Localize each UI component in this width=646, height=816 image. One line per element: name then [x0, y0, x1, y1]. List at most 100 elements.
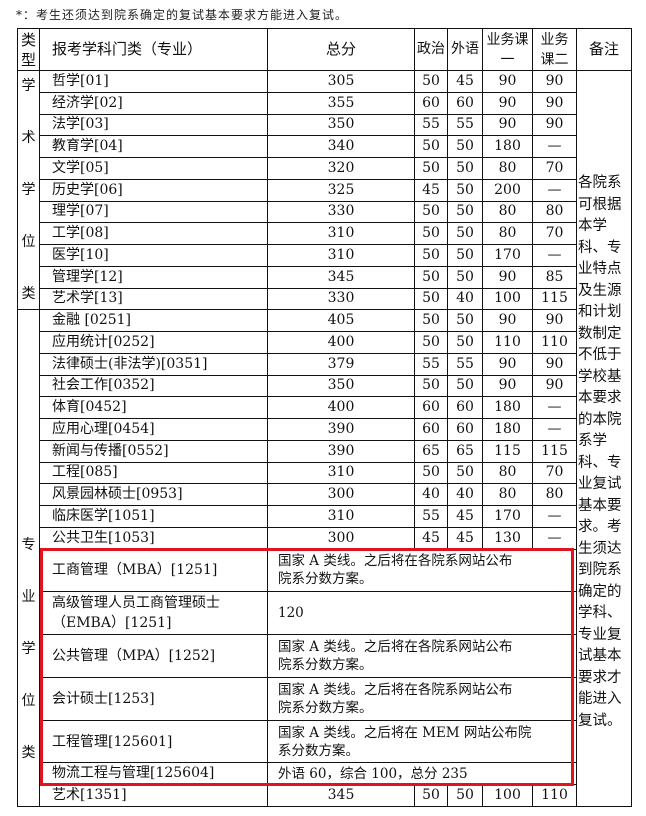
subject-cell: 经济学[02] — [39, 91, 268, 115]
subject-cell: 公共卫生[1053] — [39, 526, 268, 550]
subject-cell: 法学[03] — [39, 113, 268, 137]
language-cell: 45 — [447, 526, 483, 550]
table-row: 工学[08] 310 50 50 80 70 — [18, 222, 632, 245]
header-course2: 业务 课二 — [532, 28, 577, 71]
course2-cell: 115 — [532, 439, 577, 463]
politics-cell: 40 — [414, 483, 448, 506]
language-cell: 60 — [447, 396, 483, 419]
requirement-cell: 120 — [267, 591, 577, 636]
subject-cell: 金融 [0251] — [39, 309, 268, 332]
course1-cell: 180 — [482, 418, 533, 441]
requirement-cell: 国家 A 类线。之后将在各院系网站公布 院系分数方案。 — [267, 676, 577, 721]
table-row: 高级管理人员工商管理硕士 （EMBA）[1251] 120 — [18, 591, 632, 636]
subject-cell: 文学[05] — [39, 157, 268, 180]
politics-cell: 50 — [414, 331, 448, 354]
subject-cell: 公共管理（MPA）[1252] — [39, 634, 268, 678]
subject-cell: 高级管理人员工商管理硕士 （EMBA）[1251] — [39, 591, 268, 636]
total-cell: 300 — [267, 526, 415, 550]
language-cell: 50 — [447, 222, 483, 245]
total-cell: 379 — [267, 352, 415, 376]
language-cell: 50 — [447, 200, 483, 224]
subject-cell: 艺术学[13] — [39, 287, 268, 311]
politics-cell: 55 — [414, 113, 448, 137]
subject-cell: 应用统计[0252] — [39, 331, 268, 354]
course2-cell: 90 — [532, 70, 577, 93]
subject-cell: 物流工程与管理[125604] — [39, 762, 268, 786]
politics-cell: 60 — [414, 91, 448, 115]
course1-cell: 80 — [482, 483, 533, 506]
course1-cell: 90 — [482, 265, 533, 289]
table-row: 法学[03] 350 55 55 90 90 — [18, 113, 632, 137]
subject-cell: 医学[10] — [39, 244, 268, 267]
table-row: 教育学[04] 340 50 50 180— — [18, 135, 632, 158]
subject-cell: 哲学[01] — [39, 70, 268, 93]
politics-cell: 60 — [414, 418, 448, 441]
subject-cell: 风景园林硕士[0953] — [39, 483, 268, 506]
subject-cell: 工学[08] — [39, 222, 268, 245]
course1-cell: 80 — [482, 200, 533, 224]
course1-cell: 90 — [482, 309, 533, 332]
language-cell: 55 — [447, 113, 483, 137]
header-politics: 政治 — [414, 28, 448, 71]
table-row: 风景园林硕士[0953] 300 40 40 80 80 — [18, 483, 632, 506]
politics-cell: 50 — [414, 374, 448, 398]
language-cell: 55 — [447, 352, 483, 376]
politics-cell: 55 — [414, 352, 448, 376]
total-cell: 300 — [267, 483, 415, 506]
politics-cell: 45 — [414, 178, 448, 202]
course1-cell: 170 — [482, 505, 533, 528]
subject-cell: 新闻与传播[0552] — [39, 439, 268, 463]
course2-cell: 70 — [532, 222, 577, 245]
course2-cell: 90 — [532, 113, 577, 137]
total-cell: 390 — [267, 418, 415, 441]
total-cell: 310 — [267, 505, 415, 528]
total-cell: 340 — [267, 135, 415, 158]
course2-cell: — — [532, 135, 577, 158]
course2-cell: 110 — [532, 331, 577, 354]
table-row: 物流工程与管理[125604] 外语 60，综合 100，总分 235 — [18, 762, 632, 786]
language-cell: 50 — [447, 135, 483, 158]
politics-cell: 50 — [414, 287, 448, 311]
politics-cell: 50 — [414, 135, 448, 158]
table-row: 工商管理（MBA）[1251] 国家 A 类线。之后将在各院系网站公布 院系分数方… — [18, 548, 632, 593]
subject-cell: 应用心理[0454] — [39, 418, 268, 441]
course1-cell: 110 — [482, 331, 533, 354]
requirement-cell: 国家 A 类线。之后将在各院系网站公布 院系分数方案。 — [267, 548, 577, 593]
course2-cell: 110 — [532, 784, 577, 807]
table-row: 体育[0452] 400 60 60 180— — [18, 396, 632, 419]
table-row: 会计硕士[1253] 国家 A 类线。之后将在各院系网站公布 院系分数方案。 — [18, 676, 632, 721]
course1-cell: 90 — [482, 113, 533, 137]
course1-cell: 100 — [482, 287, 533, 311]
language-cell: 50 — [447, 178, 483, 202]
subject-cell: 教育学[04] — [39, 135, 268, 158]
politics-cell: 60 — [414, 396, 448, 419]
total-cell: 400 — [267, 396, 415, 419]
course1-cell: 200 — [482, 178, 533, 202]
table-row: 新闻与传播[0552] 390 65 65 115 115 — [18, 439, 632, 463]
header-remark: 备注 — [576, 28, 632, 71]
table-row: 艺术[1351] 345 50 50 100 110 — [18, 784, 632, 807]
total-cell: 350 — [267, 113, 415, 137]
course1-cell: 80 — [482, 157, 533, 180]
language-cell: 50 — [447, 265, 483, 289]
subject-cell: 工商管理（MBA）[1251] — [39, 548, 268, 593]
total-cell: 390 — [267, 439, 415, 463]
course2-cell: — — [532, 418, 577, 441]
language-cell: 50 — [447, 157, 483, 180]
subject-cell: 社会工作[0352] — [39, 374, 268, 398]
course1-cell: 100 — [482, 784, 533, 807]
subject-cell: 管理学[12] — [39, 265, 268, 289]
total-cell: 325 — [267, 178, 415, 202]
language-cell: 45 — [447, 70, 483, 93]
language-cell: 65 — [447, 439, 483, 463]
table-row: 专 业 学 位 类金融 [0251] 405 50 50 90 90 — [17, 309, 632, 807]
total-cell: 400 — [267, 331, 415, 354]
course1-cell: 90 — [482, 91, 533, 115]
course2-cell: 70 — [532, 157, 577, 180]
politics-cell: 50 — [414, 222, 448, 245]
course1-cell: 170 — [482, 244, 533, 267]
header-course1: 业务课 一 — [482, 28, 533, 71]
course2-cell: — — [532, 505, 577, 528]
politics-cell: 50 — [414, 70, 448, 93]
politics-cell: 50 — [414, 157, 448, 180]
